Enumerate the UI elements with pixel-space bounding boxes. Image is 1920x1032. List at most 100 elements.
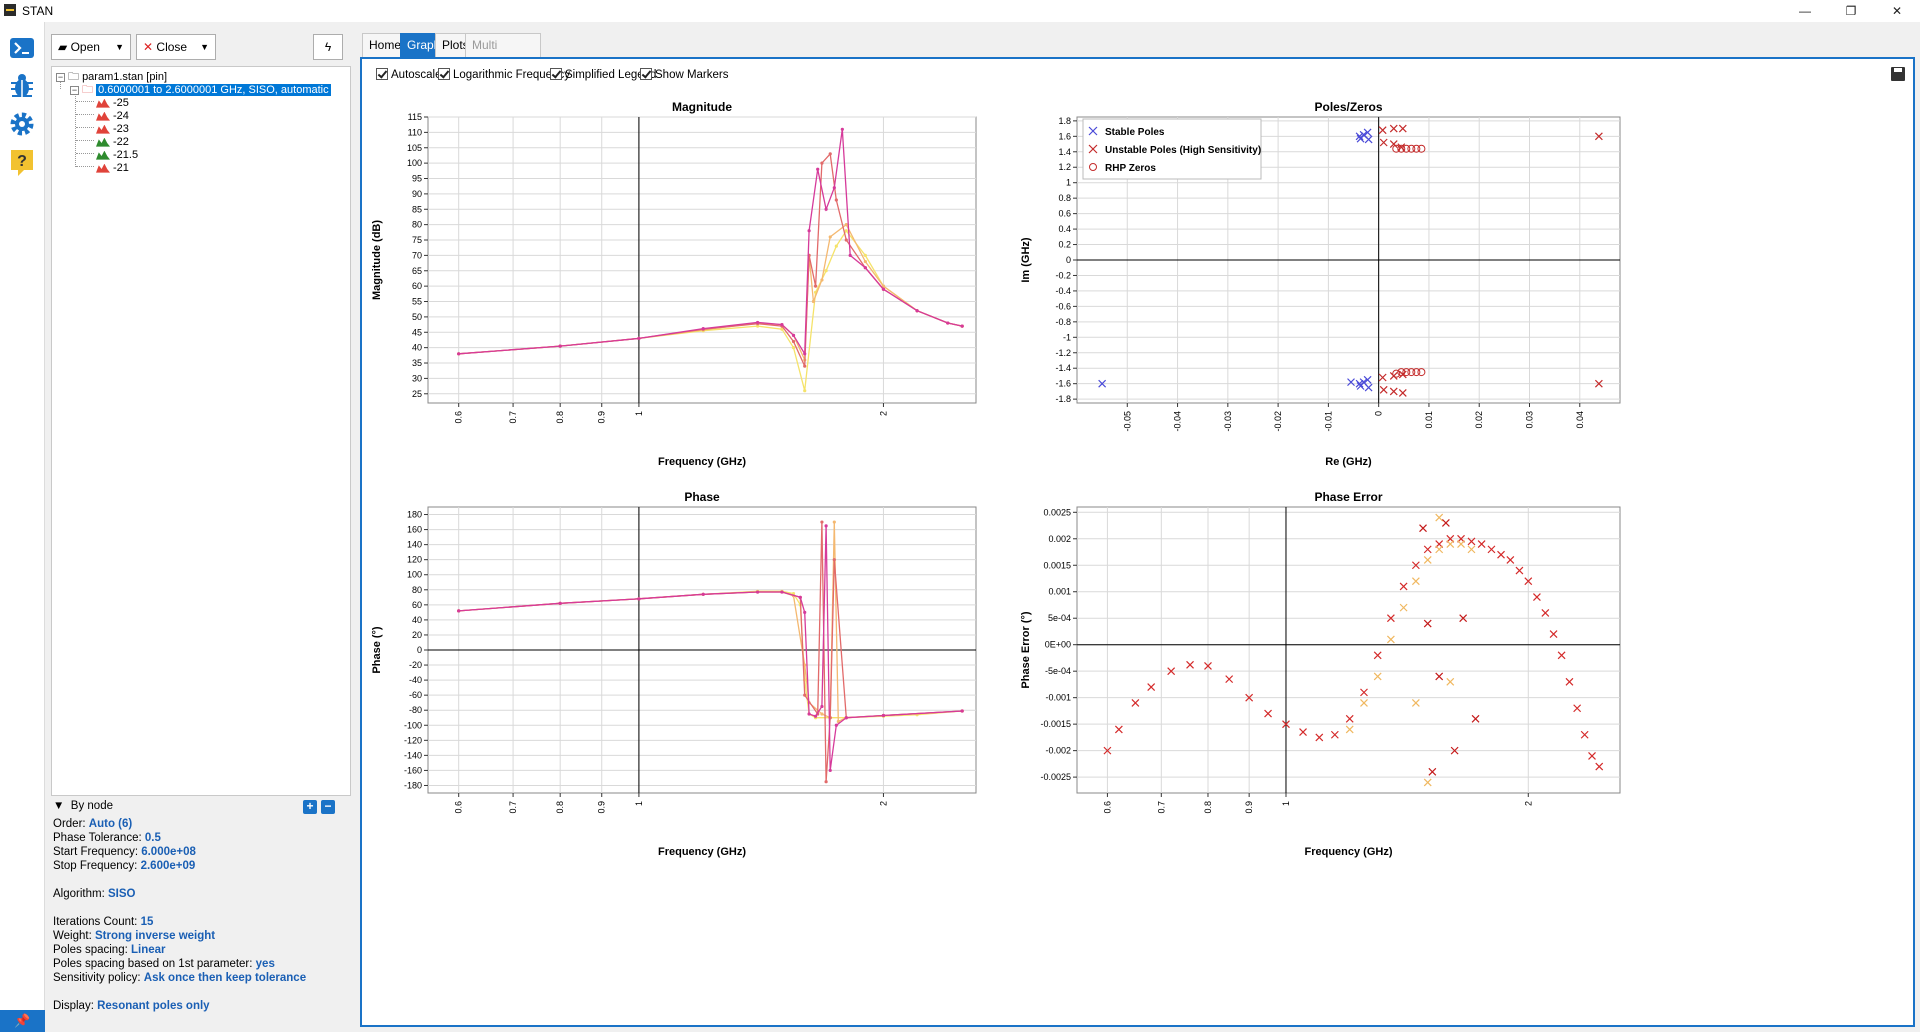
y-tick-label: 115 (408, 112, 422, 122)
x-tick-label: 1 (634, 801, 644, 806)
option-autoscale[interactable]: Autoscale (376, 67, 442, 83)
y-tick-label: 60 (412, 600, 422, 610)
series-marker (637, 597, 641, 601)
project-tree[interactable]: − 🗀 param1.stan [pin] − 🗀 0.6000001 to 2.6… (51, 66, 351, 796)
pole-marker (1315, 733, 1324, 742)
y-tick-label: 40 (412, 615, 422, 625)
chevron-down-icon: ▼ (200, 42, 209, 52)
tree-child[interactable]: − 🗀 0.6000001 to 2.6000001 GHz, SISO, aut… (70, 83, 331, 98)
pole-marker (1457, 540, 1465, 548)
series-marker (813, 284, 818, 288)
option-logarithmic-frequency[interactable]: Logarithmic Frequency (438, 67, 570, 83)
x-tick-label: 2 (878, 411, 888, 416)
pole-marker (1389, 387, 1398, 396)
series-marker (820, 161, 824, 165)
prop-iterations-value[interactable]: 15 (140, 916, 154, 928)
tree-leaf[interactable]: -21.5 (96, 148, 138, 163)
close-button[interactable]: ✕ Close ▼ (136, 34, 216, 60)
restore-button[interactable]: ❐ (1845, 4, 1857, 18)
lightning-icon: ϟ (324, 40, 332, 54)
tree-leaf-label: -25 (113, 97, 129, 109)
x-tick-label: 0.8 (555, 411, 565, 424)
tree-leaf[interactable]: -25 (96, 96, 129, 111)
pole-marker (1225, 675, 1234, 684)
y-tick-label: 80 (412, 220, 422, 230)
tree-leaf[interactable]: -22 (96, 135, 129, 150)
pole-marker (1373, 672, 1382, 681)
x-axis-label: Frequency (GHz) (658, 456, 746, 468)
expand-all-button[interactable]: + (303, 800, 317, 814)
run-button[interactable]: ϟ (313, 34, 343, 60)
pin-button[interactable]: 📌 (0, 1010, 45, 1032)
series-marker (791, 591, 796, 596)
pole-marker (1103, 746, 1112, 755)
prop-phase-tolerance-value[interactable]: 0.5 (144, 832, 161, 844)
series-marker (834, 723, 838, 727)
zero-marker (1417, 368, 1426, 377)
tree-leaf[interactable]: -23 (96, 122, 129, 137)
gear-icon[interactable] (6, 108, 38, 140)
series-marker (834, 244, 838, 248)
prop-poles-first-param-value[interactable]: yes (255, 958, 275, 970)
charts-canvas[interactable]: Magnitude1151101051009590858075706560555… (362, 59, 1913, 1025)
y-tick-label: -40 (409, 675, 422, 685)
checkbox-icon[interactable] (438, 68, 450, 80)
tab-multi-parameters: Multi Parameters (465, 33, 542, 74)
pole-marker (1147, 683, 1156, 691)
checkbox-icon[interactable] (376, 68, 388, 80)
collapse-icon[interactable]: − (70, 84, 79, 95)
pole-marker (1356, 382, 1365, 390)
y-tick-label: 0.002 (1048, 534, 1071, 544)
y-tick-label: -0.0015 (1040, 719, 1071, 729)
prop-display-value[interactable]: Resonant poles only (97, 1000, 210, 1012)
x-tick-label: 0.03 (1525, 411, 1535, 429)
x-tick-label: -0.01 (1323, 411, 1333, 432)
pole-marker (1356, 134, 1365, 143)
series-marker (824, 269, 828, 273)
prop-weight-value[interactable]: Strong inverse weight (94, 930, 216, 942)
checkbox-icon[interactable] (550, 68, 562, 80)
bug-icon[interactable] (6, 70, 38, 102)
tree-leaf[interactable]: -21 (96, 161, 129, 176)
series-marker (881, 284, 886, 288)
series-marker (756, 320, 760, 325)
open-button[interactable]: ▰ Open ▼ (51, 34, 131, 60)
prop-algorithm-value[interactable]: SISO (107, 888, 136, 900)
terminal-icon[interactable] (6, 32, 38, 64)
collapse-icon[interactable]: − (56, 71, 65, 82)
tree-leaf[interactable]: -24 (96, 109, 129, 124)
prop-stop-frequency-value[interactable]: 2.600e+09 (140, 860, 196, 872)
y-tick-label: -160 (404, 765, 422, 775)
y-tick-label: 20 (412, 630, 422, 640)
option-simplified-legend[interactable]: Simplified Legend (550, 67, 656, 83)
series-marker (848, 253, 852, 257)
y-tick-label: -1 (1063, 332, 1071, 342)
prop-start-frequency-value[interactable]: 6.000e+08 (141, 846, 196, 858)
save-icon[interactable] (1891, 67, 1905, 81)
y-tick-label: -0.4 (1055, 286, 1071, 296)
checkbox-icon[interactable] (640, 68, 652, 80)
filter-row[interactable]: ▼ By node (53, 800, 113, 812)
y-tick-label: -0.0025 (1040, 772, 1071, 782)
y-tick-label: -80 (409, 705, 422, 715)
tree-root[interactable]: − 🗀 param1.stan [pin] (56, 70, 167, 85)
pole-marker (1435, 672, 1444, 681)
prop-order-value[interactable]: Auto (6) (88, 818, 133, 830)
minimize-button[interactable]: — (1799, 4, 1811, 18)
help-icon[interactable]: ? (6, 146, 38, 178)
series-marker (791, 346, 796, 350)
series-marker (803, 352, 807, 356)
tree-root-label: param1.stan [pin] (82, 71, 168, 83)
prop-sensitivity-value[interactable]: Ask once then keep tolerance (143, 972, 307, 984)
option-show-markers[interactable]: Show Markers (640, 67, 729, 83)
prop-stop-frequency: Stop Frequency: 2.600e+09 (53, 860, 196, 872)
close-window-button[interactable]: ✕ (1891, 4, 1903, 18)
collapse-all-button[interactable]: − (321, 800, 335, 814)
series-marker (832, 186, 836, 190)
series-marker (780, 322, 784, 327)
pole-marker (1098, 379, 1107, 388)
prop-poles-spacing-value[interactable]: Linear (131, 944, 166, 956)
y-tick-label: 140 (407, 540, 422, 550)
series-marker (798, 595, 802, 599)
filter-label: By node (70, 800, 113, 812)
